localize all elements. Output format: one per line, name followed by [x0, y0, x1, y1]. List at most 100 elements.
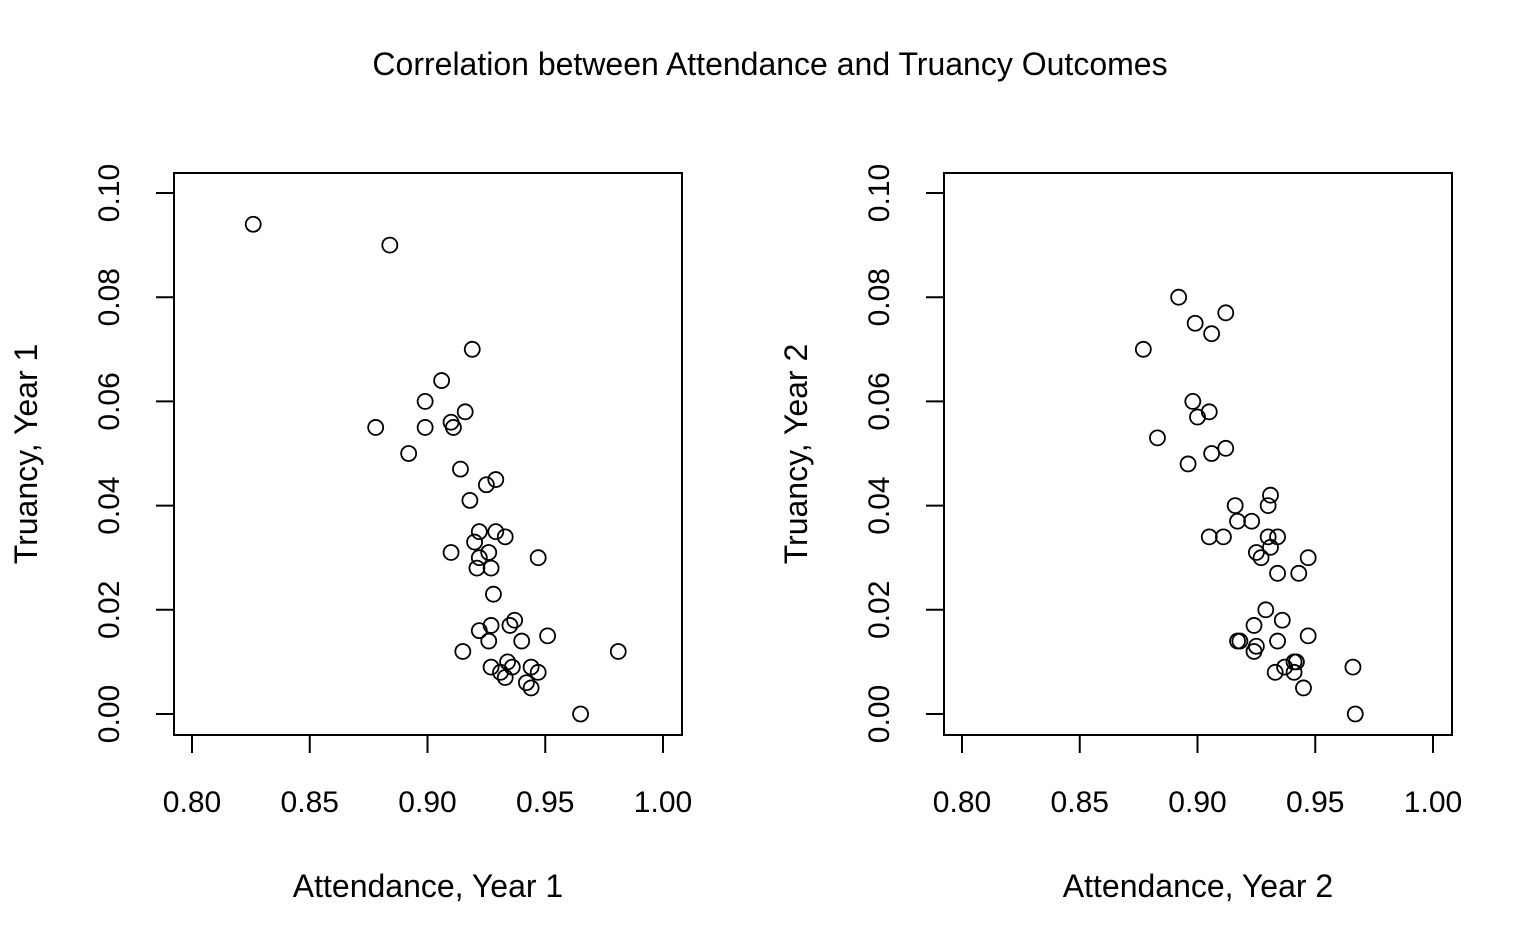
data-point [1269, 528, 1286, 546]
data-point [496, 669, 514, 686]
data-point [1257, 601, 1275, 619]
y-tick-label: 0.04 [93, 476, 126, 534]
data-point [482, 559, 500, 577]
x-tick-label: 0.85 [1051, 786, 1109, 819]
data-point [496, 528, 514, 546]
data-point [1262, 486, 1279, 504]
data-point [480, 544, 498, 561]
data-point [513, 632, 531, 650]
data-point [442, 544, 460, 561]
plot-frame [943, 172, 1453, 736]
data-point [522, 679, 540, 697]
y-tick-label: 0.02 [93, 581, 126, 639]
data-point [1245, 617, 1263, 634]
x-tick-label: 1.00 [634, 786, 692, 819]
data-point [480, 632, 498, 650]
x-tick-label: 0.95 [516, 786, 574, 819]
y-tick-label: 0.10 [93, 164, 126, 222]
data-point [1276, 658, 1294, 676]
data-point [400, 445, 418, 462]
data-point [416, 392, 434, 410]
data-point [482, 658, 500, 676]
data-point [452, 460, 469, 478]
data-point [1269, 564, 1286, 582]
data-point [1252, 549, 1270, 567]
data-point [1186, 314, 1204, 332]
data-point [454, 643, 472, 660]
scatter-panel-year-1: 0.80 0.85 0.90 0.95 1.00 0.00 0.02 0.04 0.06 0.08… [8, 164, 692, 904]
data-point [433, 372, 451, 389]
data-point [1290, 564, 1308, 582]
x-tick-label: 0.95 [1286, 786, 1344, 819]
data-point [485, 585, 502, 603]
data-point [1134, 340, 1152, 358]
y-tick-label: 0.02 [863, 581, 896, 639]
data-point [1299, 549, 1317, 567]
data-point [572, 705, 589, 723]
data-point [487, 523, 505, 541]
data-point [1217, 304, 1235, 322]
data-point [1149, 429, 1166, 447]
data-point [1245, 643, 1263, 660]
y-tick-label: 0.06 [863, 372, 896, 430]
data-point [1259, 528, 1277, 546]
y-tick-label: 0.06 [93, 372, 126, 430]
data-point [1184, 392, 1202, 410]
data-point [529, 663, 547, 681]
x-tick-label: 0.90 [398, 786, 456, 819]
data-point [1215, 528, 1232, 546]
data-point [381, 236, 399, 254]
x-tick-label: 0.80 [933, 786, 991, 819]
x-tick-label: 1.00 [1404, 786, 1462, 819]
data-point [1243, 512, 1261, 530]
data-point [244, 215, 262, 233]
data-point [466, 533, 484, 551]
data-point [445, 419, 462, 436]
data-point [1285, 663, 1303, 681]
data-point [539, 627, 557, 645]
data-point [468, 559, 486, 577]
data-point [470, 622, 488, 640]
plot-frame [173, 172, 683, 736]
y-axis-title: Truancy, Year 1 [8, 344, 44, 565]
data-point [1229, 512, 1246, 530]
data-point [492, 663, 509, 681]
data-point [1259, 497, 1277, 515]
data-point [1189, 408, 1206, 426]
y-tick-label: 0.00 [863, 685, 896, 743]
x-tick-label: 0.85 [281, 786, 339, 819]
data-point [461, 491, 479, 509]
y-tick-label: 0.08 [93, 268, 126, 326]
scatter-panel-year-2: 0.80 0.85 0.90 0.95 1.00 0.00 0.02 0.04 0.06 0.08… [778, 164, 1462, 904]
data-point [1269, 632, 1286, 650]
data-point [529, 549, 547, 567]
data-point [501, 617, 519, 634]
data-point [1344, 658, 1362, 676]
data-point [1247, 544, 1265, 561]
data-point [518, 674, 535, 692]
data-point [477, 476, 495, 494]
data-point [1170, 288, 1188, 306]
data-point [470, 523, 488, 541]
data-point [470, 549, 488, 567]
x-axis-title: Attendance, Year 2 [1063, 868, 1333, 904]
data-point [1266, 663, 1284, 681]
data-point [1231, 632, 1249, 650]
data-point [416, 419, 434, 436]
data-point [1203, 325, 1221, 343]
y-tick-label: 0.00 [93, 685, 126, 743]
data-point [1203, 445, 1221, 462]
y-tick-label: 0.08 [863, 268, 896, 326]
data-point [487, 471, 505, 488]
data-point [1179, 455, 1197, 473]
x-tick-label: 0.90 [1168, 786, 1226, 819]
y-tick-label: 0.10 [863, 164, 896, 222]
data-point [456, 403, 474, 421]
y-tick-label: 0.04 [863, 476, 896, 534]
x-axis-title: Attendance, Year 1 [293, 868, 563, 904]
data-point [1295, 679, 1312, 697]
data-point [1226, 497, 1244, 515]
data-point [463, 340, 481, 358]
data-point [1299, 627, 1317, 645]
